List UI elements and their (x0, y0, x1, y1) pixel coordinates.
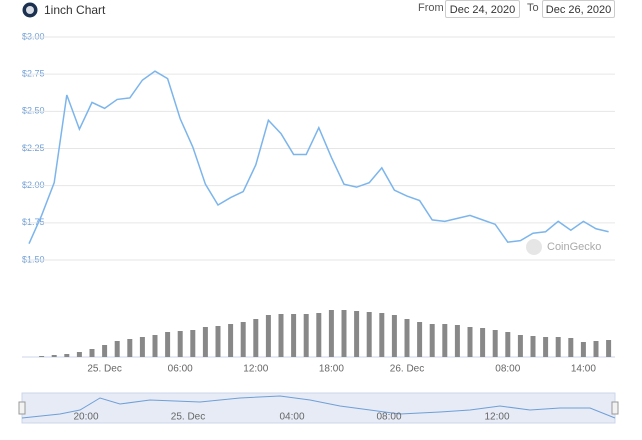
to-date-input[interactable]: Dec 26, 2020 (542, 0, 615, 18)
navigator-label: 12:00 (484, 412, 509, 423)
navigator-label: 25. Dec (171, 412, 205, 423)
from-label: From (418, 2, 444, 14)
navigator-line (21, 395, 616, 419)
from-date-input[interactable]: Dec 24, 2020 (445, 0, 520, 18)
volume-bar (543, 337, 549, 357)
navigator-window[interactable] (21, 392, 616, 424)
volume-bar (190, 330, 196, 357)
volume-bar (505, 332, 511, 357)
to-label: To (527, 2, 539, 14)
volume-bar (76, 352, 82, 357)
volume-bar (530, 336, 536, 357)
volume-bar (480, 328, 486, 357)
chart-title: 1inch Chart (44, 3, 106, 17)
watermark: CoinGecko (547, 241, 601, 253)
volume-bar (240, 322, 246, 357)
x-tick-label: 18:00 (319, 364, 344, 375)
volume-bar (517, 335, 523, 357)
volume-bar (341, 310, 347, 357)
volume-bar (139, 337, 145, 357)
watermark-logo (526, 239, 542, 255)
volume-bar (39, 356, 45, 357)
navigator-handle[interactable] (611, 401, 619, 415)
x-tick-label: 26. Dec (390, 364, 424, 375)
volume-bar (165, 332, 171, 357)
volume-bar (354, 311, 360, 357)
x-tick-label: 08:00 (495, 364, 520, 375)
volume-bar (379, 313, 385, 357)
volume-bar (215, 326, 221, 357)
volume-bar (291, 314, 297, 357)
volume-bar (51, 355, 57, 357)
volume-bar (278, 314, 284, 357)
navigator-handle[interactable] (18, 401, 26, 415)
navigator (18, 392, 619, 424)
y-tick-label: $1.50 (22, 254, 45, 264)
volume-bar (606, 340, 612, 357)
navigator-label: 04:00 (279, 412, 304, 423)
volume-bar (492, 330, 498, 357)
volume-bar (568, 338, 574, 357)
volume-bar (114, 341, 120, 357)
volume-bar (303, 314, 309, 357)
volume-bar (404, 319, 410, 357)
navigator-label: 08:00 (376, 412, 401, 423)
x-tick-label: 06:00 (168, 364, 193, 375)
volume-bar (265, 315, 271, 357)
x-tick-label: 12:00 (243, 364, 268, 375)
y-tick-label: $2.75 (22, 69, 45, 79)
volume-bar (202, 327, 208, 357)
y-tick-label: $3.00 (22, 31, 45, 41)
x-tick-label: 14:00 (571, 364, 596, 375)
volume-bar (328, 310, 334, 357)
volume-bar (417, 322, 423, 357)
volume-bar (89, 349, 95, 357)
volume-bar (64, 354, 70, 357)
volume-bar (152, 335, 158, 357)
volume-bar (467, 327, 473, 357)
volume-bar (127, 339, 133, 357)
y-tick-label: $2.00 (22, 180, 45, 190)
y-tick-label: $2.50 (22, 106, 45, 116)
y-tick-label: $1.75 (22, 217, 45, 227)
volume-bar (253, 319, 259, 357)
y-tick-label: $2.25 (22, 143, 45, 153)
volume-bar (555, 337, 561, 357)
volume-bar (316, 313, 322, 357)
volume-bar (593, 341, 599, 357)
volume-bar (454, 325, 460, 357)
volume-bar (177, 331, 183, 357)
volume-bar (366, 312, 372, 357)
volume-bar (429, 324, 435, 357)
volume-bar (580, 342, 586, 357)
volume-bar (228, 324, 234, 357)
navigator-label: 20:00 (73, 412, 98, 423)
token-icon (22, 2, 38, 18)
x-tick-label: 25. Dec (87, 364, 121, 375)
volume-bar (391, 315, 397, 357)
volume-bar (102, 345, 108, 357)
volume-bar (442, 324, 448, 357)
price-line (28, 70, 609, 244)
